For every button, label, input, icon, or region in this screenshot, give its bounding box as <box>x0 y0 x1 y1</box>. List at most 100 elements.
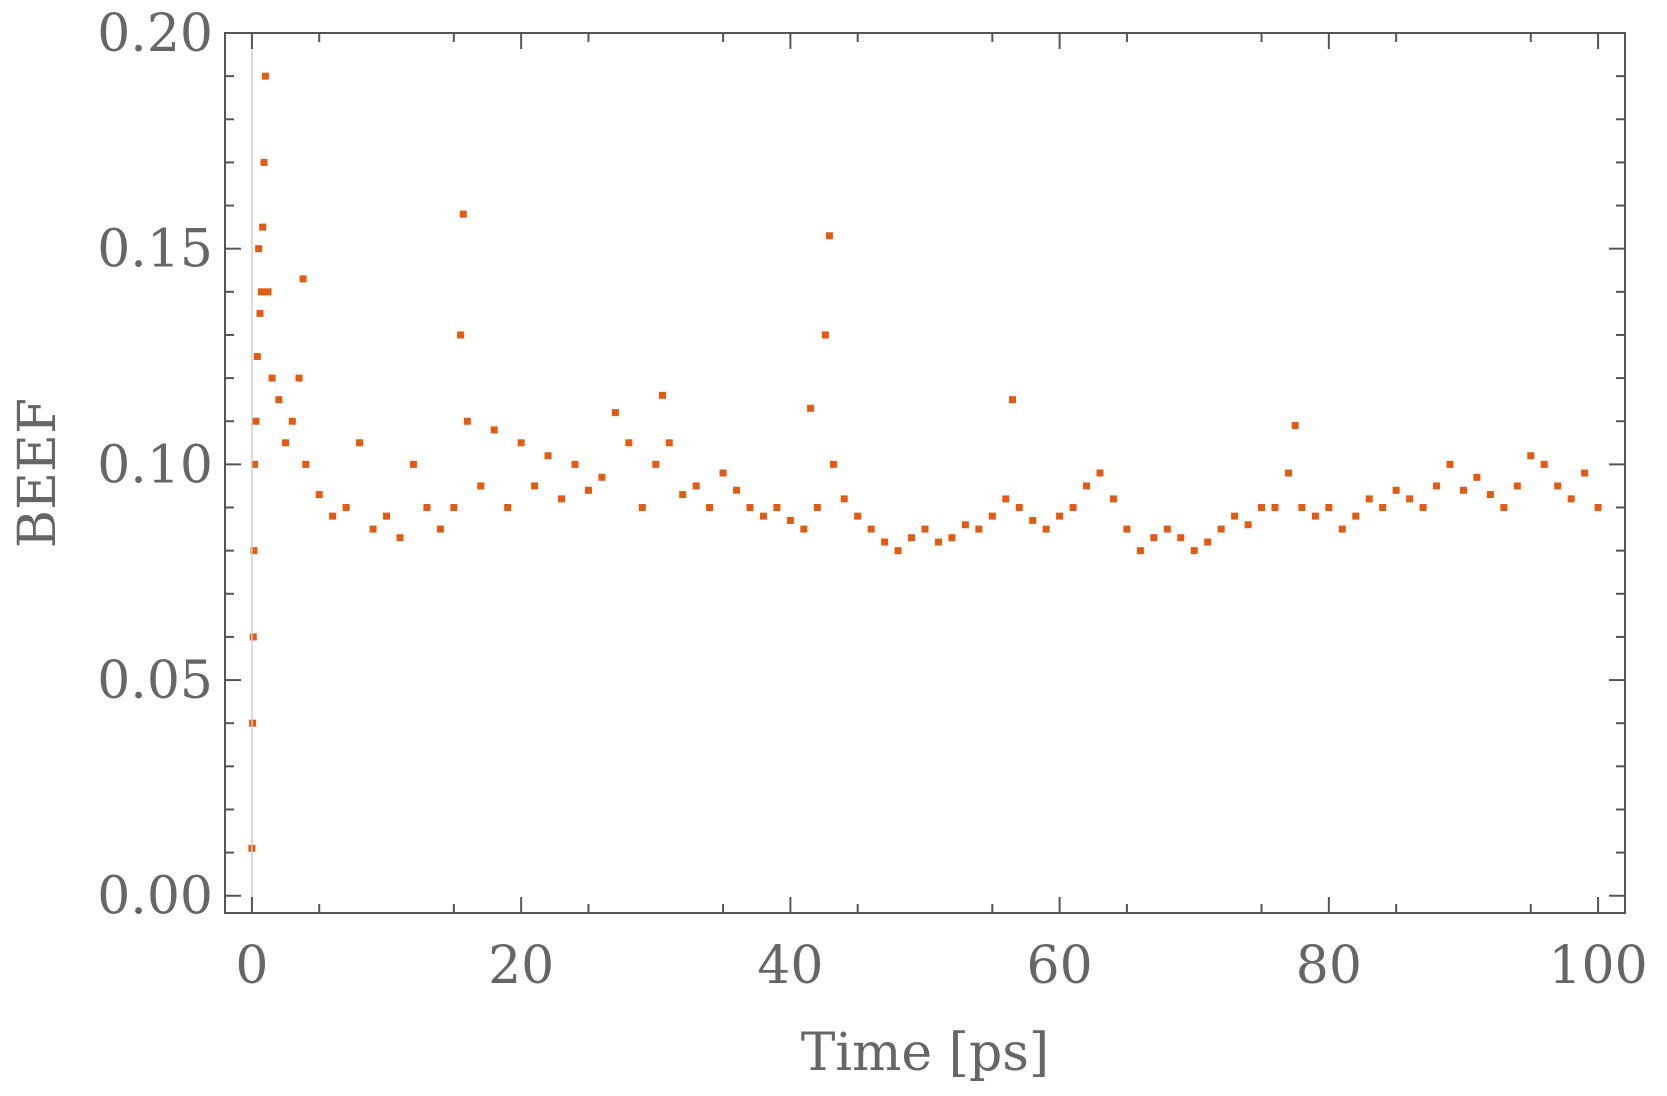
data-point <box>786 516 794 524</box>
data-point <box>457 331 465 339</box>
data-point <box>733 486 741 494</box>
x-axis-label: Time [ps] <box>801 1023 1049 1083</box>
data-point <box>759 512 767 520</box>
data-point <box>423 504 431 512</box>
data-point <box>1190 547 1198 555</box>
axis-tick-labels: 0 20 40 60 80 100 0.00 0.05 0.10 0.15 0.20 <box>97 4 1647 996</box>
data-point <box>1311 512 1319 520</box>
data-point <box>625 439 633 447</box>
data-point <box>1433 482 1441 490</box>
data-point <box>611 409 619 417</box>
data-point <box>1109 495 1117 503</box>
data-point <box>1325 504 1333 512</box>
data-point <box>1419 504 1427 512</box>
y-tick-label: 0.15 <box>97 220 213 280</box>
data-point <box>867 525 875 533</box>
data-points-layer <box>248 72 1602 852</box>
data-point <box>1002 495 1010 503</box>
data-point <box>342 504 350 512</box>
data-point <box>988 512 996 520</box>
data-point <box>302 460 310 468</box>
data-point <box>1459 486 1467 494</box>
data-point <box>369 525 377 533</box>
data-point <box>1392 486 1400 494</box>
data-point <box>719 469 727 477</box>
data-point <box>638 504 646 512</box>
data-point <box>1284 469 1292 477</box>
data-point <box>825 232 833 240</box>
data-point <box>288 417 296 425</box>
y-tick-label: 0.05 <box>97 651 213 711</box>
data-point <box>652 460 660 468</box>
data-point <box>1554 482 1562 490</box>
data-point <box>908 534 916 542</box>
data-point <box>517 439 525 447</box>
data-point <box>1015 504 1023 512</box>
data-point <box>1406 495 1414 503</box>
data-point <box>490 426 498 434</box>
data-point <box>1150 534 1158 542</box>
data-point <box>252 417 260 425</box>
data-point <box>282 439 290 447</box>
data-point <box>1291 422 1299 430</box>
x-tick-label: 0 <box>235 936 268 996</box>
data-point <box>1298 504 1306 512</box>
data-point <box>961 521 969 529</box>
data-point <box>1163 525 1171 533</box>
data-point <box>259 223 267 231</box>
data-point <box>459 210 467 218</box>
data-point <box>409 460 417 468</box>
data-point <box>1136 547 1144 555</box>
data-point <box>1527 452 1535 460</box>
x-tick-label: 40 <box>757 936 823 996</box>
data-point <box>436 525 444 533</box>
data-point <box>1244 521 1252 529</box>
data-point <box>1594 504 1602 512</box>
data-point <box>706 504 714 512</box>
data-point <box>275 396 283 404</box>
data-point <box>1352 512 1360 520</box>
data-point <box>260 158 268 166</box>
y-tick-label: 0.20 <box>97 4 213 64</box>
data-point <box>821 331 829 339</box>
data-point <box>450 504 458 512</box>
data-point <box>268 374 276 382</box>
data-point <box>813 504 821 512</box>
data-point <box>504 504 512 512</box>
data-point <box>1338 525 1346 533</box>
data-point <box>477 482 485 490</box>
data-point <box>894 547 902 555</box>
axis-ticks <box>225 32 1625 913</box>
data-point <box>746 504 754 512</box>
x-tick-label: 20 <box>488 936 554 996</box>
data-point <box>881 538 889 546</box>
data-point <box>1513 482 1521 490</box>
y-axis-label: BEEF <box>8 398 68 548</box>
data-point <box>356 439 364 447</box>
data-point <box>1217 525 1225 533</box>
data-point <box>659 391 666 399</box>
data-point <box>1258 504 1266 512</box>
data-point <box>264 288 272 296</box>
data-point <box>921 525 929 533</box>
data-point <box>679 491 687 499</box>
data-point <box>250 547 258 555</box>
data-point <box>773 504 781 512</box>
data-point <box>295 374 303 382</box>
data-point <box>1096 469 1104 477</box>
data-point <box>571 460 579 468</box>
data-point <box>256 309 264 317</box>
y-tick-label: 0.10 <box>97 435 213 495</box>
data-point <box>1446 460 1454 468</box>
data-point <box>255 245 263 253</box>
data-point <box>807 404 815 412</box>
data-point <box>253 353 261 361</box>
data-point <box>531 482 539 490</box>
y-tick-label: 0.00 <box>97 867 213 927</box>
data-point <box>1009 396 1016 404</box>
data-point <box>299 275 307 283</box>
plot-frame <box>224 32 1626 914</box>
data-point <box>1540 460 1548 468</box>
data-point <box>800 525 808 533</box>
